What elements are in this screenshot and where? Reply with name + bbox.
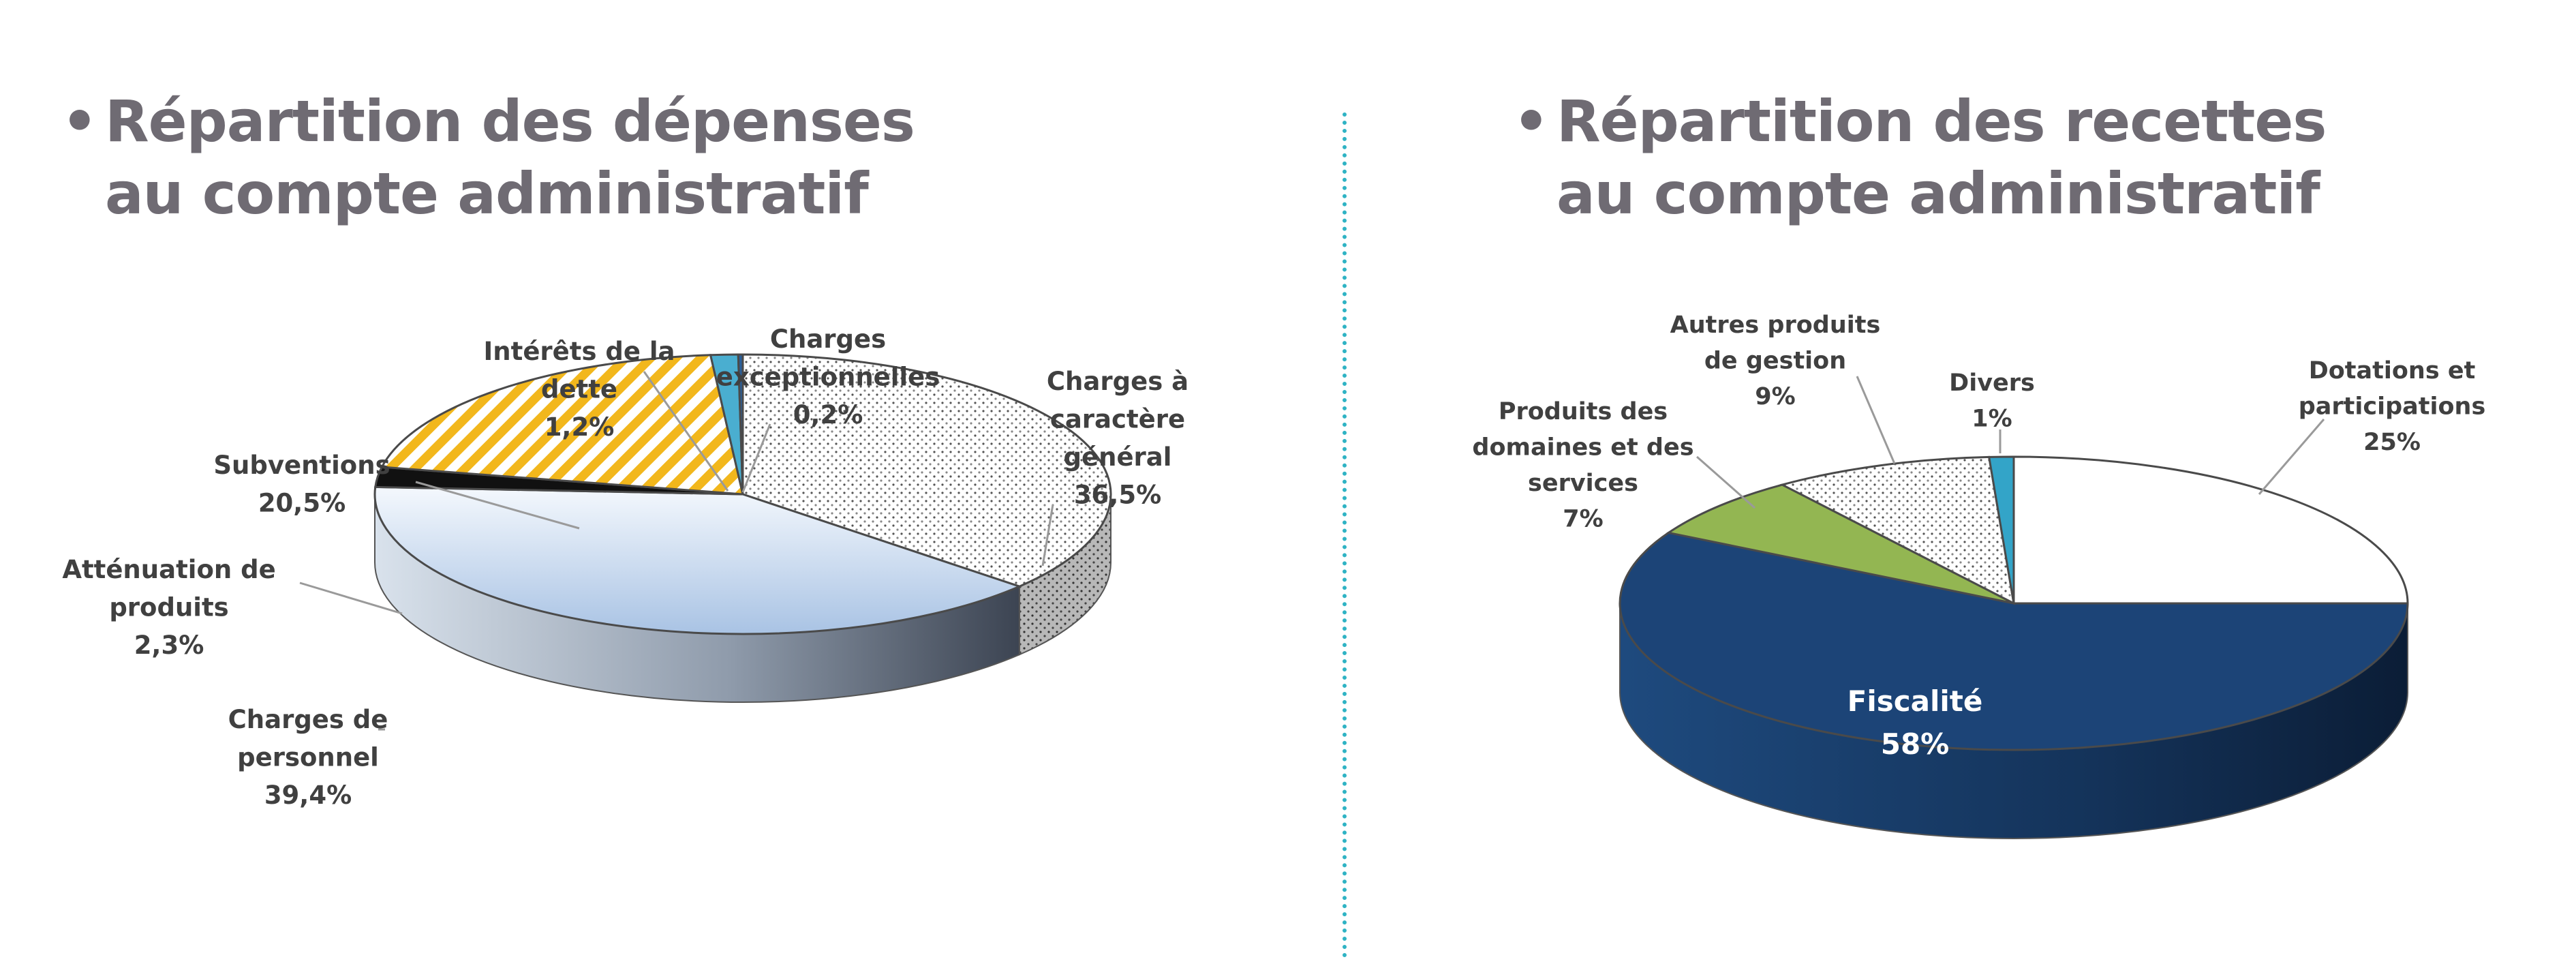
data-value-fiscalite: 58% [1881, 727, 1950, 761]
data-value-charges-a-caractere-general: 36,5% [1074, 481, 1161, 510]
leader-line-subventions [415, 481, 580, 530]
pie-slice-dotations-et-participations [2012, 455, 2409, 605]
leader-line-attenuation-de-produits [299, 582, 403, 615]
heading-revenues-line2: au compte administratif [1557, 160, 2320, 227]
data-value-autres-produits-de-gestion: 9% [1755, 383, 1795, 410]
heading-expenses: • Répartition des dépenses au compte admi… [61, 85, 915, 230]
bullet: • [1513, 88, 1550, 155]
data-label-subventions: Subventions 20,5% [213, 451, 390, 518]
heading-expenses-line1: Répartition des dépenses [105, 88, 915, 155]
pie-1-labels: Charges à caractère général 36,5% Charges de… [62, 324, 1189, 810]
pie-slice-subventions [380, 354, 744, 496]
column-divider [1343, 112, 1347, 958]
pie-2-labels: Dotations et participations 25% Fiscalité 58… [1472, 312, 2485, 761]
pie-slice-produits-des-domaines-et-des-services [1666, 483, 2014, 605]
pie-slice-charges-exceptionnelles [737, 353, 744, 495]
pie-1-top [373, 353, 1112, 635]
leader-line-charges-exceptionnelles [741, 423, 771, 493]
pie-slice-divers [1987, 455, 2015, 604]
pie-slice-charges-de-personnel [373, 485, 1023, 635]
heading-revenues: • Répartition des recettes au compte admi… [1513, 85, 2327, 230]
leader-line-autres-produits-de-gestion [1856, 376, 1896, 464]
data-value-charges-de-personnel: 39,4% [264, 781, 352, 810]
data-value-divers: 1% [1972, 406, 2012, 433]
pie-slice-autres-produits-de-gestion [1779, 455, 2015, 605]
data-value-interets-de-la-dette: 1,2% [545, 412, 615, 442]
leader-line-produits-des-domaines-et-des-services [1696, 455, 1755, 509]
data-label-attenuation-de-produits: Atténuation de produits 2,3% [62, 555, 275, 660]
data-label-charges-de-personnel: Charges de personnel 39,4% [228, 705, 388, 810]
data-label-dotations-et-participations: Dotations et participations 25% [2299, 357, 2486, 456]
leader-line-charges-a-caractere-general [1041, 504, 1054, 567]
leader-line-interets-de-la-dette [643, 371, 729, 492]
heading-expenses-line2: au compte administratif [105, 160, 869, 227]
pie-slice-charges-a-caractere-general [741, 353, 1112, 588]
pie-slice-fiscalite [1619, 531, 2409, 751]
data-label-charges-a-caractere-general: Charges à caractère général 36,5% [1047, 367, 1189, 510]
pie-2-top [1619, 455, 2409, 751]
heading-revenues-line1: Répartition des recettes [1557, 88, 2327, 155]
data-label-fiscalite: Fiscalité 58% [1847, 684, 1983, 761]
data-value-charges-exceptionnelles: 0,2% [793, 400, 863, 429]
data-value-attenuation-de-produits: 2,3% [134, 631, 204, 660]
data-label-charges-exceptionnelles: Charges exceptionnelles 0,2% [716, 324, 940, 429]
leader-line-dotations-et-participations [2258, 419, 2325, 495]
data-value-produits-des-domaines-et-des-services: 7% [1563, 506, 1603, 533]
bullet: • [61, 88, 98, 155]
data-value-dotations-et-participations: 25% [2363, 429, 2421, 456]
data-label-interets-de-la-dette: Intérêts de la dette 1,2% [484, 337, 675, 442]
data-label-produits-des-domaines-et-des-services: Produits des domaines et des services 7% [1472, 398, 1693, 533]
data-label-divers: Divers 1% [1949, 369, 2035, 433]
data-value-subventions: 20,5% [258, 489, 346, 518]
data-label-autres-produits-de-gestion: Autres produits de gestion 9% [1670, 312, 1881, 410]
